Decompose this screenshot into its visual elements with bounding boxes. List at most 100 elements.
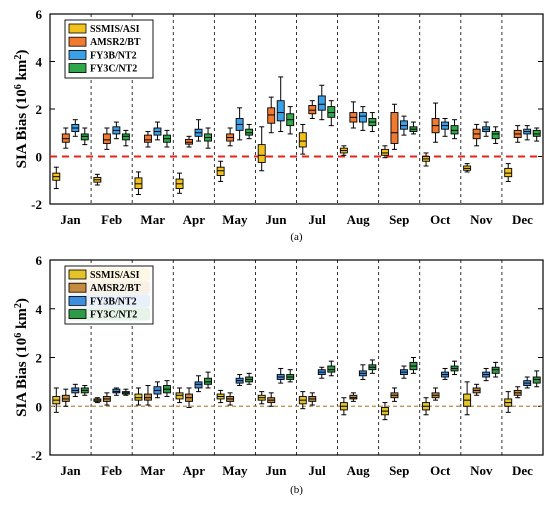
chart-panel-b: -2 0 2 4 6 Jan Feb Mar Apr May Jun Jul Aug Sep Oct Nov D… bbox=[13, 253, 544, 496]
box-fy3b-nt2-jul bbox=[317, 366, 326, 379]
x-tick-label: Feb bbox=[101, 212, 122, 227]
box-ssmis-asi-aug bbox=[339, 145, 348, 156]
box-iqr bbox=[121, 133, 130, 141]
box-fy3b-nt2-mar bbox=[153, 381, 162, 399]
box-fy3c-nt2-jul bbox=[327, 100, 336, 127]
legend-halo bbox=[68, 268, 150, 281]
box-iqr bbox=[491, 131, 500, 140]
box-amsr2-bt-mar bbox=[144, 385, 152, 406]
box-fy3b-nt2-may bbox=[235, 107, 244, 141]
x-tick-label: Apr bbox=[183, 212, 206, 227]
box-fy3b-nt2-jan bbox=[71, 383, 80, 397]
box-amsr2-bt-jul bbox=[308, 100, 317, 119]
box-fy3b-nt2-mar bbox=[153, 121, 162, 141]
legend-label: AMSR2/BT bbox=[90, 37, 141, 48]
box-iqr bbox=[112, 388, 121, 394]
box-iqr bbox=[216, 166, 225, 176]
box-fy3b-nt2-sep bbox=[400, 365, 408, 379]
box-amsr2-bt-sep bbox=[390, 387, 399, 402]
box-ssmis-asi-jan bbox=[52, 166, 61, 190]
legend-label: FY3B/NT2 bbox=[90, 296, 137, 307]
box-iqr bbox=[194, 381, 203, 389]
box-amsr2-bt-dec bbox=[513, 386, 522, 399]
legend-label: AMSR2/BT bbox=[90, 283, 141, 294]
y-tick-label: 4 bbox=[36, 55, 43, 70]
box-fy3c-nt2-nov bbox=[491, 361, 500, 378]
x-tick-label: Jun bbox=[265, 463, 287, 478]
box-amsr2-bt-dec bbox=[513, 125, 522, 143]
box-amsr2-bt-apr bbox=[185, 387, 193, 408]
legend-swatch bbox=[68, 309, 87, 320]
box-iqr bbox=[102, 133, 111, 144]
legend-swatch bbox=[68, 23, 87, 34]
box-fy3c-nt2-jul bbox=[327, 360, 336, 377]
box-amsr2-bt-jun bbox=[267, 96, 276, 134]
box-ssmis-asi-may bbox=[216, 389, 225, 404]
x-tick-label: Oct bbox=[430, 212, 451, 227]
box-iqr bbox=[381, 148, 389, 156]
box-iqr bbox=[144, 134, 152, 143]
box-ssmis-asi-dec bbox=[504, 163, 513, 182]
box-iqr bbox=[400, 120, 408, 130]
box-fy3c-nt2-oct bbox=[450, 360, 459, 376]
y-axis-label-part: SIA Bias (10 bbox=[14, 338, 30, 417]
box-amsr2-bt-aug bbox=[349, 101, 358, 129]
y-axis-label-part: ) bbox=[14, 50, 30, 55]
y-axis-label: SIA Bias (106 km2) bbox=[13, 50, 31, 169]
box-amsr2-bt-sep bbox=[390, 103, 399, 150]
box-amsr2-bt-feb bbox=[102, 392, 111, 406]
legend-label: FY3C/NT2 bbox=[90, 64, 137, 75]
box-amsr2-bt-oct bbox=[431, 387, 440, 401]
box-fy3b-nt2-oct bbox=[441, 118, 449, 137]
box-ssmis-asi-mar bbox=[134, 387, 143, 406]
box-fy3c-nt2-jun bbox=[286, 106, 295, 135]
box-iqr bbox=[80, 133, 89, 141]
y-tick-label: 4 bbox=[36, 302, 43, 317]
box-fy3c-nt2-mar bbox=[163, 129, 171, 148]
legend-swatch bbox=[68, 36, 87, 47]
y-tick-label: 2 bbox=[36, 102, 43, 117]
box-iqr bbox=[491, 366, 500, 374]
box-ssmis-asi-oct bbox=[422, 152, 430, 167]
box-amsr2-bt-jan bbox=[61, 127, 70, 149]
y-axis-label-superscript: 2 bbox=[13, 303, 24, 308]
box-fy3c-nt2-may bbox=[245, 372, 254, 385]
box-fy3b-nt2-apr bbox=[194, 375, 203, 393]
x-tick-label: Feb bbox=[101, 463, 122, 478]
y-tick-label: -2 bbox=[31, 197, 42, 212]
y-tick-label: 6 bbox=[36, 7, 43, 22]
box-iqr bbox=[532, 376, 541, 384]
legend-swatch bbox=[68, 282, 87, 293]
box-ssmis-asi-dec bbox=[504, 391, 513, 413]
legend-halo bbox=[68, 307, 150, 321]
box-iqr bbox=[204, 377, 212, 385]
box-amsr2-bt-nov bbox=[472, 123, 481, 147]
x-tick-label: Dec bbox=[512, 463, 533, 478]
box-iqr bbox=[298, 132, 307, 148]
x-tick-label: Mar bbox=[140, 212, 165, 227]
box-fy3b-nt2-feb bbox=[112, 121, 121, 140]
box-fy3b-nt2-jan bbox=[71, 119, 80, 137]
box-iqr bbox=[134, 177, 143, 190]
legend-halo bbox=[68, 281, 150, 295]
box-iqr bbox=[175, 392, 184, 400]
legend-halo bbox=[68, 294, 150, 308]
box-ssmis-asi-jul bbox=[298, 391, 307, 410]
box-fy3c-nt2-feb bbox=[121, 388, 130, 396]
box-iqr bbox=[390, 112, 399, 144]
box-ssmis-asi-oct bbox=[422, 397, 430, 416]
box-ssmis-asi-jul bbox=[298, 123, 307, 155]
box-ssmis-asi-apr bbox=[175, 172, 184, 194]
y-tick-label: 0 bbox=[36, 399, 43, 414]
y-tick-label: 2 bbox=[36, 351, 43, 366]
box-fy3c-nt2-apr bbox=[204, 127, 212, 149]
box-fy3b-nt2-jul bbox=[317, 84, 326, 121]
legend: SSMIS/ASI AMSR2/BT FY3B/NT2 FY3C/NT2 bbox=[64, 265, 154, 325]
box-fy3c-nt2-jun bbox=[286, 369, 295, 383]
box-ssmis-asi-may bbox=[216, 160, 225, 182]
box-iqr bbox=[134, 393, 143, 401]
y-tick-label: -2 bbox=[31, 448, 42, 463]
box-iqr bbox=[144, 393, 152, 401]
box-fy3b-nt2-may bbox=[235, 374, 244, 387]
